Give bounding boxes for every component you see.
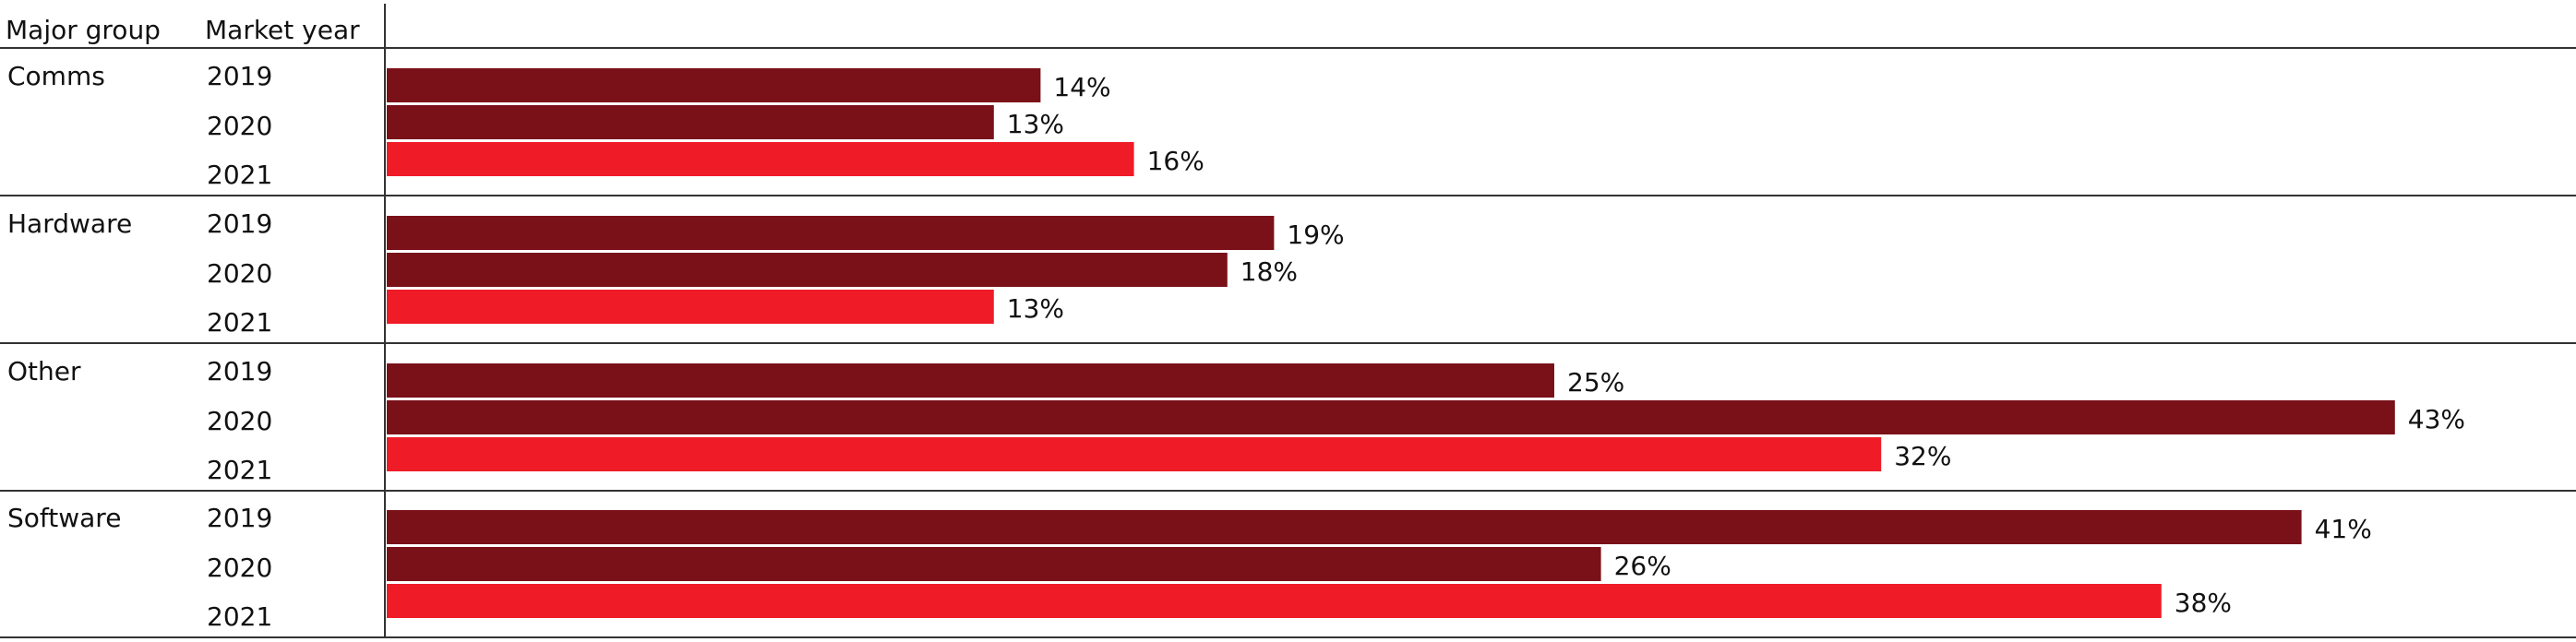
group-label-hardware: Hardware xyxy=(7,208,132,239)
bar-comms-2019 xyxy=(387,68,1041,102)
value-label: 41% xyxy=(2315,514,2372,544)
year-label: 2019 xyxy=(207,356,272,386)
year-label: 2019 xyxy=(207,503,272,533)
plot-area: Comms 2019 14% 2020 13% 2021 16% Hardware 2019 19… xyxy=(0,47,2576,638)
value-label: 26% xyxy=(1614,551,1671,581)
value-label: 13% xyxy=(1007,109,1064,139)
bar-software-2019 xyxy=(387,510,2302,544)
group-label-software: Software xyxy=(7,503,121,533)
group-label-other: Other xyxy=(7,356,81,386)
bar-hardware-2021 xyxy=(387,290,994,324)
header-major-group: Major group xyxy=(6,15,161,45)
value-label: 16% xyxy=(1147,146,1204,176)
year-label: 2021 xyxy=(207,307,272,338)
group-label-comms: Comms xyxy=(7,61,105,91)
value-label: 18% xyxy=(1240,256,1298,287)
bar-other-2019 xyxy=(387,363,1554,398)
value-label: 43% xyxy=(2408,404,2465,434)
bar-comms-2021 xyxy=(387,142,1134,176)
bar-hardware-2019 xyxy=(387,216,1275,250)
value-label: 14% xyxy=(1053,72,1110,102)
value-label: 38% xyxy=(2175,588,2232,618)
bar-software-2020 xyxy=(387,547,1601,581)
bar-hardware-2020 xyxy=(387,253,1228,287)
year-label: 2020 xyxy=(207,258,272,289)
year-label: 2020 xyxy=(207,553,272,583)
year-label: 2020 xyxy=(207,111,272,141)
bar-comms-2020 xyxy=(387,105,994,139)
value-label: 19% xyxy=(1287,220,1344,250)
header-market-year: Market year xyxy=(205,15,360,45)
year-label: 2021 xyxy=(207,455,272,485)
bar-other-2020 xyxy=(387,400,2395,434)
value-label: 32% xyxy=(1894,441,1951,471)
year-label: 2021 xyxy=(207,601,272,632)
bar-other-2021 xyxy=(387,437,1882,471)
year-label: 2020 xyxy=(207,406,272,436)
value-label: 13% xyxy=(1007,293,1064,324)
year-label: 2019 xyxy=(207,61,272,91)
year-label: 2021 xyxy=(207,160,272,190)
bar-software-2021 xyxy=(387,584,2162,618)
year-label: 2019 xyxy=(207,208,272,239)
value-label: 25% xyxy=(1567,367,1624,398)
